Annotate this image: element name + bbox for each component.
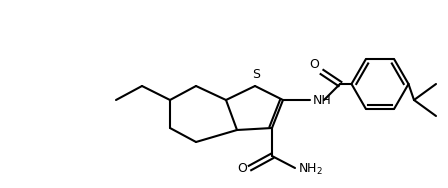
Text: NH: NH (313, 93, 332, 106)
Text: S: S (252, 68, 260, 81)
Text: O: O (309, 58, 319, 71)
Text: O: O (237, 162, 247, 176)
Text: NH$_2$: NH$_2$ (298, 161, 323, 177)
